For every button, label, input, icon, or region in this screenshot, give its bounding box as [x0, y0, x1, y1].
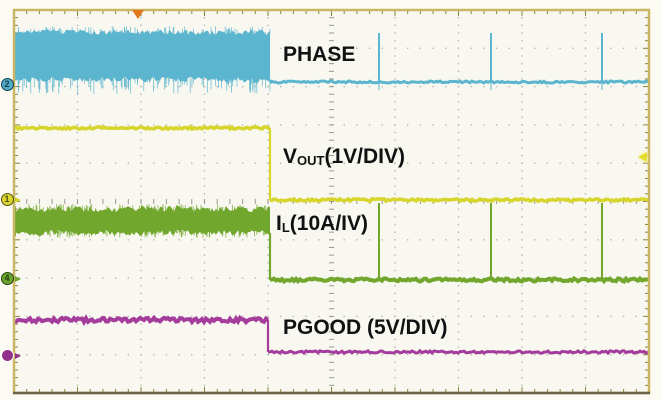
pgood-label: PGOOD (5V/DIV) — [283, 316, 448, 339]
arrow-right-icon — [14, 196, 21, 203]
phase-trace — [14, 26, 649, 94]
trigger-position-marker[interactable] — [132, 10, 144, 19]
arrow-right-icon — [14, 352, 21, 359]
channel-4-label: 4 — [4, 273, 10, 283]
vout-trace — [13, 124, 649, 204]
channel-3-marker[interactable] — [0, 348, 21, 362]
channel-2-marker[interactable]: 2 — [0, 77, 14, 91]
channel-1-label: 1 — [4, 194, 10, 204]
trigger-level-marker[interactable] — [638, 152, 647, 162]
arrow-right-icon — [14, 275, 21, 282]
pgood-trace — [13, 314, 649, 356]
il-label: IL(10A/IV) — [276, 212, 368, 235]
channel-4-marker[interactable]: 4 — [0, 271, 21, 285]
channel-1-marker[interactable]: 1 — [0, 192, 21, 206]
vout-label: VOUT(1V/DIV) — [283, 145, 405, 168]
phase-label: PHASE — [283, 43, 356, 66]
channel-2-label: 2 — [4, 79, 10, 89]
il-trace — [13, 203, 649, 285]
